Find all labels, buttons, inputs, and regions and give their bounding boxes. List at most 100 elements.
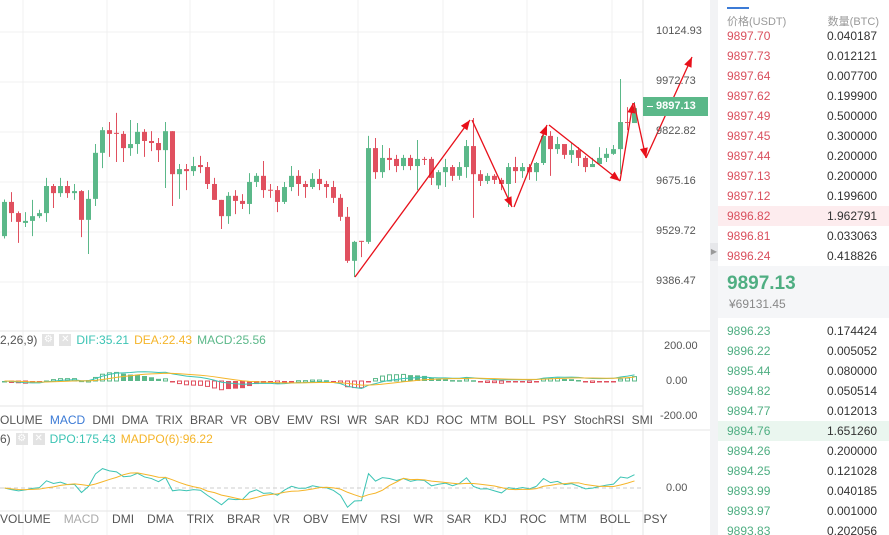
ask-row[interactable]: 9897.45 0.300000 [718, 126, 889, 146]
indicator-tab-olume[interactable]: OLUME [0, 413, 43, 427]
bid-row[interactable]: 9893.99 0.040185 [718, 481, 889, 501]
ask-row[interactable]: 9897.13 0.200000 [718, 166, 889, 186]
indicator-tab-mtm[interactable]: MTM [470, 413, 498, 427]
ask-row[interactable]: 9897.44 0.200000 [718, 146, 889, 166]
indicator-tab-macd[interactable]: MACD [49, 413, 86, 427]
ask-price: 9897.73 [727, 49, 771, 63]
ask-row[interactable]: 9897.49 0.500000 [718, 106, 889, 126]
macd-histogram-bar [436, 378, 441, 381]
indicator-tab-sar[interactable]: SAR [446, 512, 472, 526]
candle-body [170, 131, 175, 175]
macd-histogram-bar [233, 381, 238, 389]
candle-body [520, 167, 525, 172]
indicator-tab-brar[interactable]: BRAR [189, 413, 224, 427]
indicator-tab-roc[interactable]: ROC [519, 512, 547, 526]
indicator-tab-psy[interactable]: PSY [542, 413, 567, 427]
chart-canvas[interactable] [0, 0, 710, 535]
candle-body [16, 213, 21, 222]
indicator-tab-sar[interactable]: SAR [374, 413, 400, 427]
kline-chart[interactable]: 10124.93 9972.73 9822.82 9675.16 9529.72… [0, 0, 710, 535]
macd-tick: 0.00 [666, 375, 688, 387]
macd-histogram-bar [569, 379, 574, 381]
candle-body [2, 201, 7, 237]
ask-row[interactable]: 9897.62 0.199900 [718, 86, 889, 106]
arrow-line[interactable] [354, 119, 471, 278]
macd-histogram-bar [485, 380, 490, 383]
ask-row[interactable]: 9897.12 0.199600 [718, 186, 889, 206]
bid-row[interactable]: 9894.82 0.050514 [718, 381, 889, 401]
indicator-tab-boll[interactable]: BOLL [504, 413, 536, 427]
ask-row[interactable]: 9897.70 0.040187 [718, 26, 889, 46]
indicator-tab-rsi[interactable]: RSI [380, 512, 401, 526]
indicator-tab-dma[interactable]: DMA [147, 512, 174, 526]
macd-histogram-bar [149, 377, 154, 381]
price-tick: 9972.73 [656, 75, 696, 87]
candle-body [86, 198, 91, 220]
bid-row[interactable]: 9893.83 0.202056 [718, 521, 889, 535]
candle-body [555, 144, 560, 150]
indicator-tab-dmi[interactable]: DMI [92, 413, 115, 427]
indicator-tab-roc[interactable]: ROC [436, 413, 463, 427]
settings-icon[interactable]: ⚙ [42, 334, 55, 346]
bid-row[interactable]: 9894.77 0.012013 [718, 401, 889, 421]
indicator-tab-kdj[interactable]: KDJ [484, 512, 507, 526]
bid-row[interactable]: 9895.44 0.080000 [718, 361, 889, 381]
arrow-line[interactable] [513, 124, 548, 208]
macd-value: MACD:25.56 [197, 333, 266, 347]
indicator-tab-wr[interactable]: WR [347, 413, 368, 427]
macd-histogram-bar [219, 380, 224, 391]
bid-row[interactable]: 9894.25 0.121028 [718, 461, 889, 481]
ask-row[interactable]: 9896.81 0.033063 [718, 226, 889, 246]
candle-body [93, 152, 98, 199]
indicator-tab-smi[interactable]: SMI [631, 413, 653, 427]
arrow-line[interactable] [548, 124, 621, 182]
close-icon[interactable]: ✕ [59, 334, 72, 346]
settings-icon[interactable]: ⚙ [15, 433, 28, 445]
macd-histogram-bar [107, 372, 112, 382]
price-column-header: 价格(USDT) [727, 16, 787, 28]
indicator-tab-dma[interactable]: DMA [121, 413, 149, 427]
indicator-tab-kdj[interactable]: KDJ [406, 413, 430, 427]
candle-body [597, 157, 602, 165]
indicator-tab-vr[interactable]: VR [273, 512, 291, 526]
indicator-tab-rsi[interactable]: RSI [320, 413, 341, 427]
bid-row[interactable]: 9894.76 1.651260 [718, 421, 889, 441]
candle-body [562, 144, 567, 155]
indicator-tab-boll[interactable]: BOLL [599, 512, 631, 526]
indicator-tab-brar[interactable]: BRAR [227, 512, 261, 526]
arrow-line[interactable] [471, 119, 513, 208]
ask-price: 9896.24 [727, 249, 771, 263]
indicator-tab-obv[interactable]: OBV [254, 413, 280, 427]
indicator-tab-stochrsi[interactable]: StochRSI [573, 413, 625, 427]
indicator-tab-vr[interactable]: VR [230, 413, 248, 427]
macd-histogram-bar [450, 380, 455, 382]
ask-row[interactable]: 9896.82 1.962791 [718, 206, 889, 226]
macd-histogram-bar [331, 381, 336, 383]
macd-histogram-bar [170, 381, 175, 383]
bid-row[interactable]: 9896.23 0.174424 [718, 321, 889, 341]
indicator-tab-wr[interactable]: WR [413, 512, 434, 526]
indicator-tab-dmi[interactable]: DMI [112, 512, 135, 526]
collapse-arrow-icon[interactable]: ▶ [710, 243, 718, 261]
macd-histogram-bar [527, 380, 532, 383]
indicator-tab-psy[interactable]: PSY [643, 512, 668, 526]
arrow-line[interactable] [619, 102, 634, 182]
candle-body [163, 131, 168, 151]
bid-row[interactable]: 9893.97 0.001000 [718, 501, 889, 521]
indicator-tab-macd[interactable]: MACD [63, 512, 100, 526]
macd-histogram-bar [492, 380, 497, 384]
indicator-tab-obv[interactable]: OBV [303, 512, 329, 526]
indicator-tab-mtm[interactable]: MTM [559, 512, 587, 526]
indicator-tab-emv[interactable]: EMV [341, 512, 368, 526]
bid-row[interactable]: 9894.26 0.200000 [718, 441, 889, 461]
ask-row[interactable]: 9897.73 0.012121 [718, 46, 889, 66]
ask-row[interactable]: 9897.64 0.007700 [718, 66, 889, 86]
close-icon[interactable]: ✕ [32, 433, 45, 445]
indicator-tab-emv[interactable]: EMV [286, 413, 313, 427]
indicator-tab-trix[interactable]: TRIX [155, 413, 183, 427]
ask-row[interactable]: 9896.24 0.418826 [718, 246, 889, 266]
bid-row[interactable]: 9896.22 0.005052 [718, 341, 889, 361]
indicator-tab-trix[interactable]: TRIX [186, 512, 215, 526]
indicator-tab-volume[interactable]: VOLUME [0, 512, 51, 526]
candle-body [121, 133, 126, 149]
